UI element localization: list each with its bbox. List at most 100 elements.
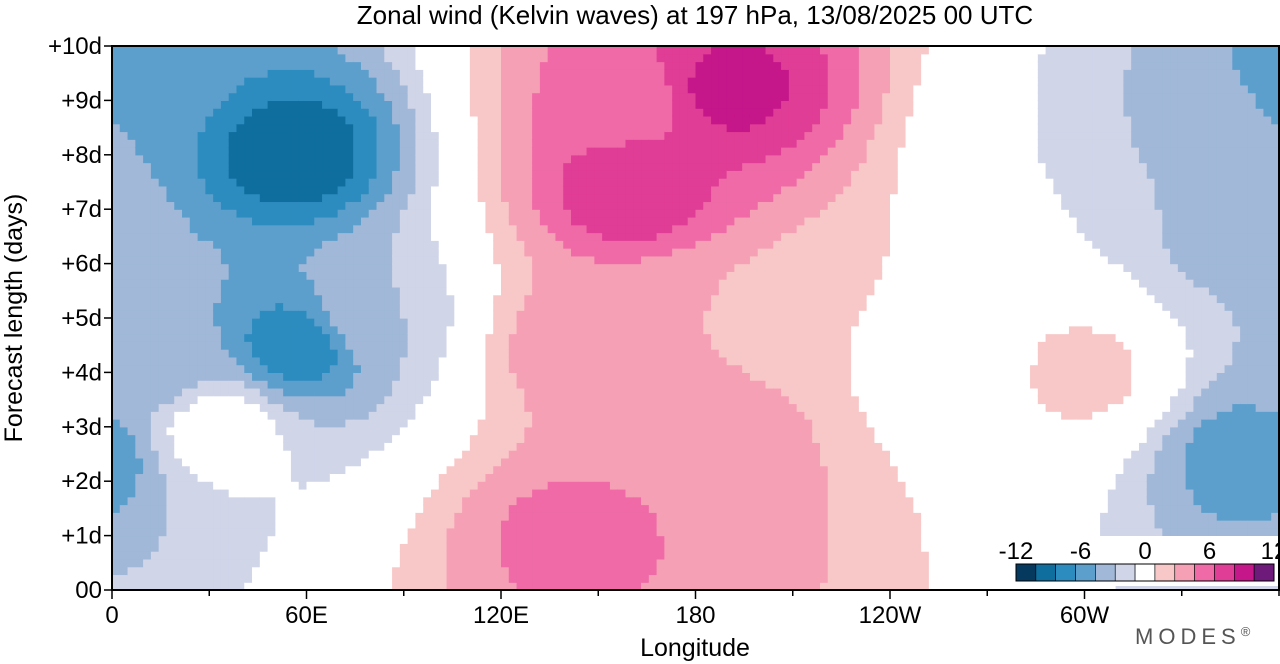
heatmap-cell	[399, 294, 409, 304]
heatmap-cell	[493, 364, 502, 373]
heatmap-cell	[337, 558, 346, 568]
heatmap-cell	[244, 131, 253, 140]
heatmap-cell	[633, 558, 642, 568]
heatmap-cell	[454, 108, 463, 117]
heatmap-cell	[423, 302, 432, 311]
heatmap-cell	[360, 310, 370, 319]
heatmap-cell	[259, 170, 269, 179]
heatmap-cell	[469, 84, 479, 94]
heatmap-cell	[454, 465, 463, 475]
heatmap-cell	[127, 535, 136, 544]
heatmap-cell	[656, 92, 665, 101]
heatmap-cell	[166, 341, 175, 350]
heatmap-cell	[563, 69, 572, 78]
heatmap-cell	[236, 201, 245, 210]
heatmap-cell	[563, 496, 572, 506]
heatmap-cell	[135, 248, 144, 257]
heatmap-cell	[236, 566, 245, 576]
heatmap-cell	[508, 232, 518, 241]
heatmap-cell	[407, 318, 417, 327]
heatmap-cell	[112, 566, 121, 576]
heatmap-cell	[493, 69, 502, 78]
heatmap-cell	[532, 349, 541, 358]
heatmap-cell	[477, 240, 487, 249]
heatmap-cell	[430, 333, 440, 342]
heatmap-cell	[571, 551, 580, 560]
heatmap-cell	[376, 178, 385, 187]
heatmap-cell	[485, 147, 494, 156]
heatmap-cell	[368, 318, 378, 327]
heatmap-cell	[329, 232, 339, 241]
heatmap-cell	[524, 131, 533, 140]
heatmap-cell	[182, 372, 191, 381]
heatmap-cell	[508, 333, 518, 342]
heatmap-cell	[368, 255, 378, 265]
heatmap-cell	[166, 232, 175, 241]
heatmap-cell	[392, 224, 401, 234]
heatmap-cell	[150, 178, 160, 187]
heatmap-cell	[384, 232, 393, 241]
heatmap-cell	[430, 325, 440, 335]
heatmap-cell	[112, 201, 121, 210]
heatmap-cell	[532, 333, 541, 342]
heatmap-cell	[462, 395, 471, 405]
heatmap-cell	[306, 574, 315, 583]
heatmap-cell	[376, 387, 385, 397]
heatmap-cell	[617, 450, 627, 459]
heatmap-cell	[182, 333, 191, 342]
heatmap-cell	[602, 53, 611, 63]
heatmap-cell	[469, 100, 479, 109]
heatmap-cell	[166, 115, 175, 125]
heatmap-cell	[454, 248, 463, 257]
heatmap-cell	[399, 77, 409, 86]
heatmap-cell	[376, 147, 385, 156]
heatmap-cell	[617, 61, 627, 70]
heatmap-cell	[236, 372, 245, 381]
heatmap-cell	[501, 512, 510, 521]
heatmap-cell	[189, 240, 199, 249]
heatmap-cell	[493, 185, 502, 195]
heatmap-cell	[314, 279, 323, 288]
heatmap-cell	[430, 411, 440, 420]
heatmap-cell	[602, 100, 611, 109]
heatmap-cell	[267, 61, 276, 70]
heatmap-cell	[314, 162, 323, 171]
heatmap-cell	[641, 154, 650, 164]
heatmap-cell	[508, 465, 518, 475]
heatmap-cell	[353, 512, 362, 521]
heatmap-cell	[220, 84, 230, 94]
heatmap-cell	[407, 341, 417, 350]
heatmap-cell	[135, 318, 144, 327]
heatmap-cell	[353, 411, 362, 420]
heatmap-cell	[213, 162, 222, 171]
heatmap-cell	[399, 473, 409, 482]
heatmap-cell	[633, 426, 642, 436]
heatmap-cell	[462, 255, 471, 265]
heatmap-cell	[384, 61, 393, 70]
heatmap-cell	[633, 364, 642, 373]
heatmap-cell	[384, 92, 393, 101]
heatmap-cell	[602, 535, 611, 544]
heatmap-cell	[143, 178, 152, 187]
heatmap-cell	[306, 131, 315, 140]
heatmap-cell	[259, 349, 269, 358]
heatmap-cell	[571, 84, 580, 94]
heatmap-cell	[306, 53, 315, 63]
heatmap-cell	[290, 566, 300, 576]
heatmap-cell	[469, 574, 479, 583]
heatmap-cell	[166, 380, 175, 389]
heatmap-cell	[508, 558, 518, 568]
heatmap-cell	[158, 224, 168, 234]
heatmap-cell	[329, 387, 339, 397]
heatmap-cell	[220, 535, 230, 544]
heatmap-cell	[423, 131, 432, 140]
heatmap-cell	[430, 473, 440, 482]
heatmap-cell	[127, 286, 136, 296]
heatmap-cell	[586, 108, 595, 117]
heatmap-cell	[220, 520, 230, 529]
heatmap-cell	[127, 457, 136, 467]
heatmap-cell	[609, 364, 619, 373]
heatmap-cell	[563, 411, 572, 420]
heatmap-cell	[182, 185, 191, 195]
heatmap-cell	[633, 543, 642, 552]
